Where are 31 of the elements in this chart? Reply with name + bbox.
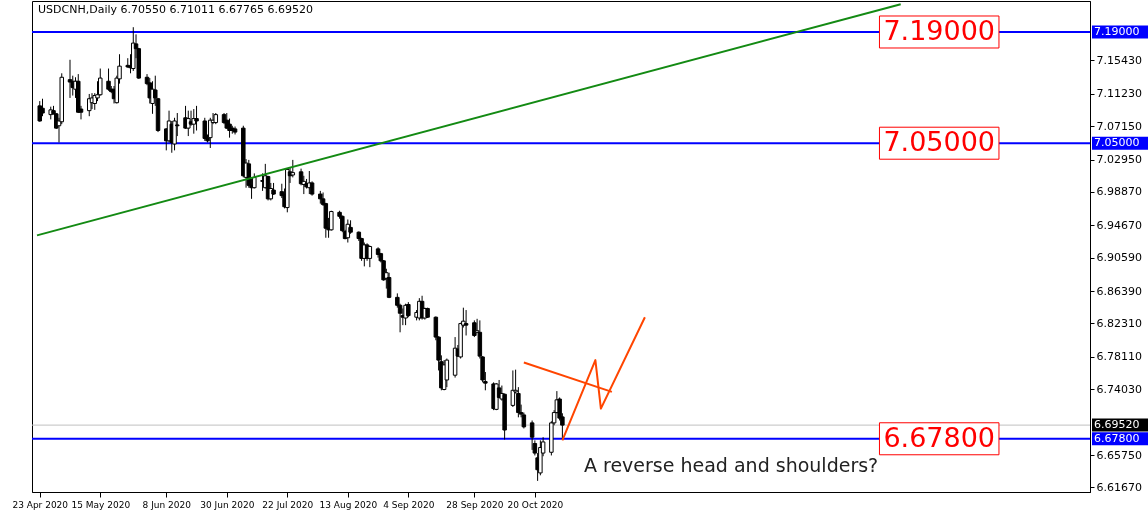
- y-tick-label: 6.90590: [1096, 251, 1142, 265]
- x-tick-label: 30 Jun 2020: [200, 499, 255, 510]
- x-tick-label: 15 May 2020: [71, 499, 131, 510]
- x-tick-label: 13 Aug 2020: [319, 499, 378, 510]
- x-tick-label: 28 Sep 2020: [446, 499, 504, 510]
- y-tick-label: 6.74030: [1096, 382, 1142, 396]
- y-tick-label: 6.94670: [1096, 218, 1142, 232]
- ref-line-label: 6.67800: [1094, 431, 1140, 445]
- ref-line-label: 7.19000: [1094, 24, 1140, 38]
- x-tick-label: 8 Jun 2020: [142, 499, 192, 510]
- ref-line-label: 7.05000: [1094, 136, 1140, 150]
- chart-title: USDCNH,Daily 6.70550 6.71011 6.67765 6.69520: [38, 3, 313, 16]
- annotation: A reverse head and shoulders?: [584, 454, 879, 476]
- x-tick-label: 23 Apr 2020: [12, 499, 69, 510]
- y-tick-label: 7.11230: [1096, 87, 1142, 101]
- y-tick-label: 6.82310: [1096, 316, 1142, 330]
- y-tick-label: 6.98870: [1096, 185, 1142, 199]
- x-tick-label: 4 Sep 2020: [383, 499, 435, 510]
- y-tick-label: 6.86390: [1096, 284, 1142, 298]
- y-tick-label: 6.65750: [1096, 448, 1142, 462]
- y-tick-label: 6.61670: [1096, 480, 1142, 494]
- x-tick-label: 20 Oct 2020: [507, 499, 564, 510]
- annotation: 6.67800: [883, 421, 996, 453]
- y-tick-label: 7.15430: [1096, 53, 1142, 67]
- x-tick-label: 22 Jul 2020: [262, 499, 314, 510]
- y-tick-label: 6.78110: [1096, 350, 1142, 364]
- annotation: 7.05000: [883, 126, 996, 158]
- y-tick-label: 7.07150: [1096, 119, 1142, 133]
- ref-line-label: 6.69520: [1094, 418, 1140, 432]
- y-tick-label: 7.02950: [1096, 153, 1142, 166]
- annotation: 7.19000: [883, 14, 996, 46]
